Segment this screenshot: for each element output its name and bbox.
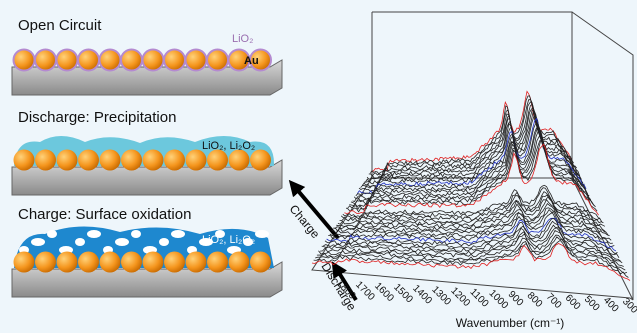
au-particle xyxy=(207,252,228,273)
au-particle xyxy=(35,252,56,273)
au-particle xyxy=(164,50,185,71)
au-particle xyxy=(100,50,121,71)
spectrum-line xyxy=(361,112,583,188)
x-tick-label: 1500 xyxy=(391,282,415,306)
au-particle xyxy=(229,252,250,273)
x-axis-label: Wavenumber (cm⁻¹) xyxy=(456,316,565,330)
x-tick-label: 1100 xyxy=(467,287,490,310)
panel-title: Discharge: Precipitation xyxy=(18,109,176,126)
x-tick-label: 1200 xyxy=(448,285,472,309)
au-particle xyxy=(207,150,228,171)
spectrum-line xyxy=(317,235,625,270)
spectrum-line xyxy=(364,107,580,183)
au-particle xyxy=(14,252,35,273)
x-tick-label: 700 xyxy=(544,291,564,311)
au-particle xyxy=(14,50,35,71)
pore xyxy=(31,238,45,246)
au-particle xyxy=(14,150,35,171)
x-tick-label: 600 xyxy=(563,293,583,313)
particle-label: Au xyxy=(244,55,259,67)
spectrum-line xyxy=(362,110,581,187)
spectrum-line xyxy=(367,101,577,179)
layer-label: LiO₂ xyxy=(232,33,253,45)
pore xyxy=(115,238,129,246)
au-particle xyxy=(186,252,207,273)
au-particle xyxy=(250,252,271,273)
au-particle xyxy=(143,50,164,71)
au-particle xyxy=(100,252,121,273)
pore xyxy=(255,230,269,238)
x-tick-label: 400 xyxy=(601,295,621,315)
pore xyxy=(131,230,141,238)
x-tick-label: 900 xyxy=(506,289,526,309)
layer-label: LiO₂, Li₂O₂ xyxy=(202,140,255,152)
spectrum-line xyxy=(354,128,589,200)
au-particle xyxy=(186,150,207,171)
x-tick-label: 1300 xyxy=(429,284,453,308)
au-particle xyxy=(164,150,185,171)
au-particle xyxy=(121,252,142,273)
au-particle xyxy=(78,252,99,273)
au-particle xyxy=(57,50,78,71)
schematics: Open Circuit LiO₂ Discharge: Precipitati… xyxy=(12,17,282,297)
pore xyxy=(47,230,57,238)
arrow-label: Charge xyxy=(287,202,323,241)
figure: Open Circuit LiO₂ Discharge: Precipitati… xyxy=(0,0,637,333)
x-tick-label: 800 xyxy=(525,290,545,310)
au-particle xyxy=(121,50,142,71)
x-tick-label: 300 xyxy=(620,296,637,316)
x-tick-label: 1400 xyxy=(410,283,434,307)
panel-title: Charge: Surface oxidation xyxy=(18,206,191,223)
au-particle xyxy=(186,50,207,71)
au-particle xyxy=(250,150,271,171)
pore xyxy=(75,238,85,246)
au-particle xyxy=(35,150,56,171)
au-particle xyxy=(78,50,99,71)
pore xyxy=(87,230,101,238)
spectra-plot: Charge Discharge Wavenumber (cm⁻¹) 18001… xyxy=(287,12,637,330)
pore xyxy=(159,238,169,246)
x-tick-label: 1600 xyxy=(372,281,396,305)
au-particle xyxy=(121,150,142,171)
au-particle xyxy=(57,252,78,273)
plot-frame xyxy=(312,12,633,300)
layer-label: LiO₂, Li₂O₂ xyxy=(202,234,255,246)
au-particle xyxy=(143,252,164,273)
au-particle xyxy=(100,150,121,171)
au-particle xyxy=(57,150,78,171)
panel-title: Open Circuit xyxy=(18,17,102,34)
spectrum-line xyxy=(359,117,585,192)
au-particle xyxy=(164,252,185,273)
au-particle xyxy=(35,50,56,71)
au-particle xyxy=(207,50,228,71)
pore xyxy=(171,230,185,238)
au-particle xyxy=(78,150,99,171)
au-particle xyxy=(229,150,250,171)
x-tick-label: 1000 xyxy=(487,288,511,312)
x-tick-label: 1700 xyxy=(353,279,377,303)
x-tick-label: 500 xyxy=(582,294,602,314)
au-particle xyxy=(143,150,164,171)
